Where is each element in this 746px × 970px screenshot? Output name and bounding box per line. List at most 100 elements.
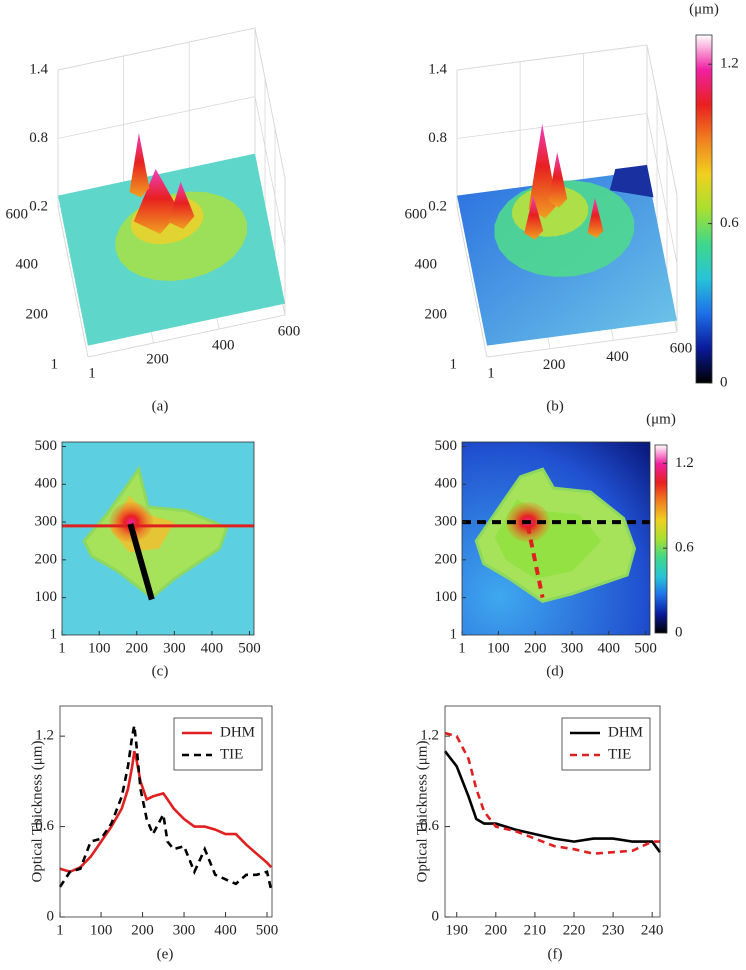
- colorbar-tick-label: 1.2: [720, 56, 739, 72]
- plot-frame: [59, 705, 273, 918]
- colorbar-tick-label: 0: [675, 624, 683, 640]
- y-tick-label: 200: [425, 307, 448, 323]
- z-tick-label: 1.4: [29, 61, 48, 77]
- y-tick-label: 400: [35, 476, 58, 492]
- colorbar-tick-label: 0.6: [720, 215, 739, 231]
- y-tick-label: 400: [16, 257, 39, 273]
- y-tick-label: 0: [432, 908, 440, 924]
- x-tick-label: 600: [278, 323, 301, 339]
- x-tick-label: 240: [641, 922, 664, 938]
- colorbar: [654, 444, 668, 634]
- x-tick-label: 200: [524, 640, 547, 656]
- profile-line: [127, 523, 155, 601]
- y-tick-label: 600: [405, 206, 428, 222]
- heatmap-image: [462, 442, 650, 635]
- legend-box: [173, 717, 263, 771]
- colorbar-unit: (μm): [689, 1, 719, 17]
- legend-label: DHM: [608, 724, 643, 740]
- grid-line: [456, 44, 648, 71]
- y-tick-label: 500: [35, 438, 58, 454]
- colorbar: [695, 34, 713, 384]
- surface-peak: [587, 197, 604, 238]
- x-tick-label: 200: [485, 922, 508, 938]
- y-tick-label: 0.6: [420, 818, 439, 834]
- z-tick-label: 0.8: [428, 130, 447, 146]
- y-tick-label: 400: [435, 476, 458, 492]
- grid-line: [57, 206, 89, 358]
- panel-caption: (e): [157, 946, 174, 962]
- plot-frame: [461, 441, 651, 636]
- colorbar-unit: (μm): [646, 411, 676, 427]
- grid-line: [486, 331, 678, 358]
- y-tick-label: 200: [435, 551, 458, 567]
- cell-core: [109, 502, 154, 543]
- x-tick-label: 1: [458, 640, 466, 656]
- y-tick-label: 200: [26, 307, 49, 323]
- grid-line: [254, 96, 286, 247]
- grid-line: [87, 314, 286, 358]
- y-tick-label: 1.2: [420, 728, 439, 744]
- y-tick-label: 200: [35, 551, 58, 567]
- x-tick-label: 100: [90, 922, 113, 938]
- legend-label: DHM: [220, 724, 255, 740]
- y-tick-label: 0.6: [35, 818, 54, 834]
- x-tick-label: 190: [445, 922, 468, 938]
- x-tick-label: 400: [598, 640, 621, 656]
- grid-line: [456, 206, 488, 358]
- x-tick-label: 100: [88, 640, 111, 656]
- grid-line: [57, 96, 256, 139]
- y-tick-label: 1: [450, 356, 458, 372]
- x-tick-label: 1: [56, 922, 64, 938]
- colorbar-tick-label: 0.6: [675, 540, 694, 556]
- y-axis-label: Optical Thickness (μm): [414, 741, 430, 883]
- x-tick-label: 600: [670, 340, 693, 356]
- y-tick-label: 600: [6, 206, 29, 222]
- series-line: [59, 750, 273, 874]
- x-tick-label: 500: [238, 640, 261, 656]
- z-tick-label: 0.8: [29, 130, 48, 146]
- surface-peak: [133, 169, 180, 234]
- y-tick-label: 500: [435, 438, 458, 454]
- series-line: [58, 725, 273, 891]
- x-tick-label: 400: [212, 337, 235, 353]
- series-line: [444, 731, 660, 856]
- x-tick-label: 200: [131, 922, 154, 938]
- x-tick-label: 400: [201, 640, 224, 656]
- y-tick-label: 300: [35, 514, 58, 530]
- x-tick-label: 1: [487, 365, 495, 381]
- x-tick-label: 100: [487, 640, 510, 656]
- grid-line: [456, 113, 648, 139]
- surface-patch: [609, 164, 654, 198]
- series-line: [443, 750, 662, 853]
- y-tick-label: 1: [450, 626, 458, 642]
- surface-peak: [524, 195, 544, 240]
- y-tick-label: 100: [35, 589, 58, 605]
- grid-line: [254, 27, 286, 179]
- z-tick-label: 1.4: [428, 61, 447, 77]
- x-tick-label: 1: [88, 365, 96, 381]
- y-tick-label: 300: [435, 514, 458, 530]
- panel-caption: (b): [546, 398, 564, 414]
- colorbar-tick-label: 0: [720, 374, 728, 390]
- legend-box: [561, 717, 651, 771]
- x-tick-label: 200: [126, 640, 149, 656]
- x-tick-label: 300: [163, 640, 186, 656]
- z-tick-label: 0.2: [29, 198, 48, 214]
- surface-peak: [129, 132, 150, 198]
- x-tick-label: 400: [606, 349, 629, 365]
- x-tick-label: 200: [543, 357, 566, 373]
- y-tick-label: 100: [435, 589, 458, 605]
- legend-label: TIE: [220, 746, 243, 762]
- x-tick-label: 300: [561, 640, 584, 656]
- panel-caption: (d): [546, 663, 564, 679]
- grid-line: [646, 44, 678, 196]
- plot-frame: [444, 705, 661, 918]
- profile-line: [525, 525, 545, 599]
- x-tick-label: 210: [524, 922, 547, 938]
- surface-peak: [168, 181, 195, 230]
- y-tick-label: 1.2: [35, 728, 54, 744]
- y-tick-label: 0: [47, 908, 55, 924]
- grid-line: [57, 27, 256, 71]
- legend-label: TIE: [608, 746, 631, 762]
